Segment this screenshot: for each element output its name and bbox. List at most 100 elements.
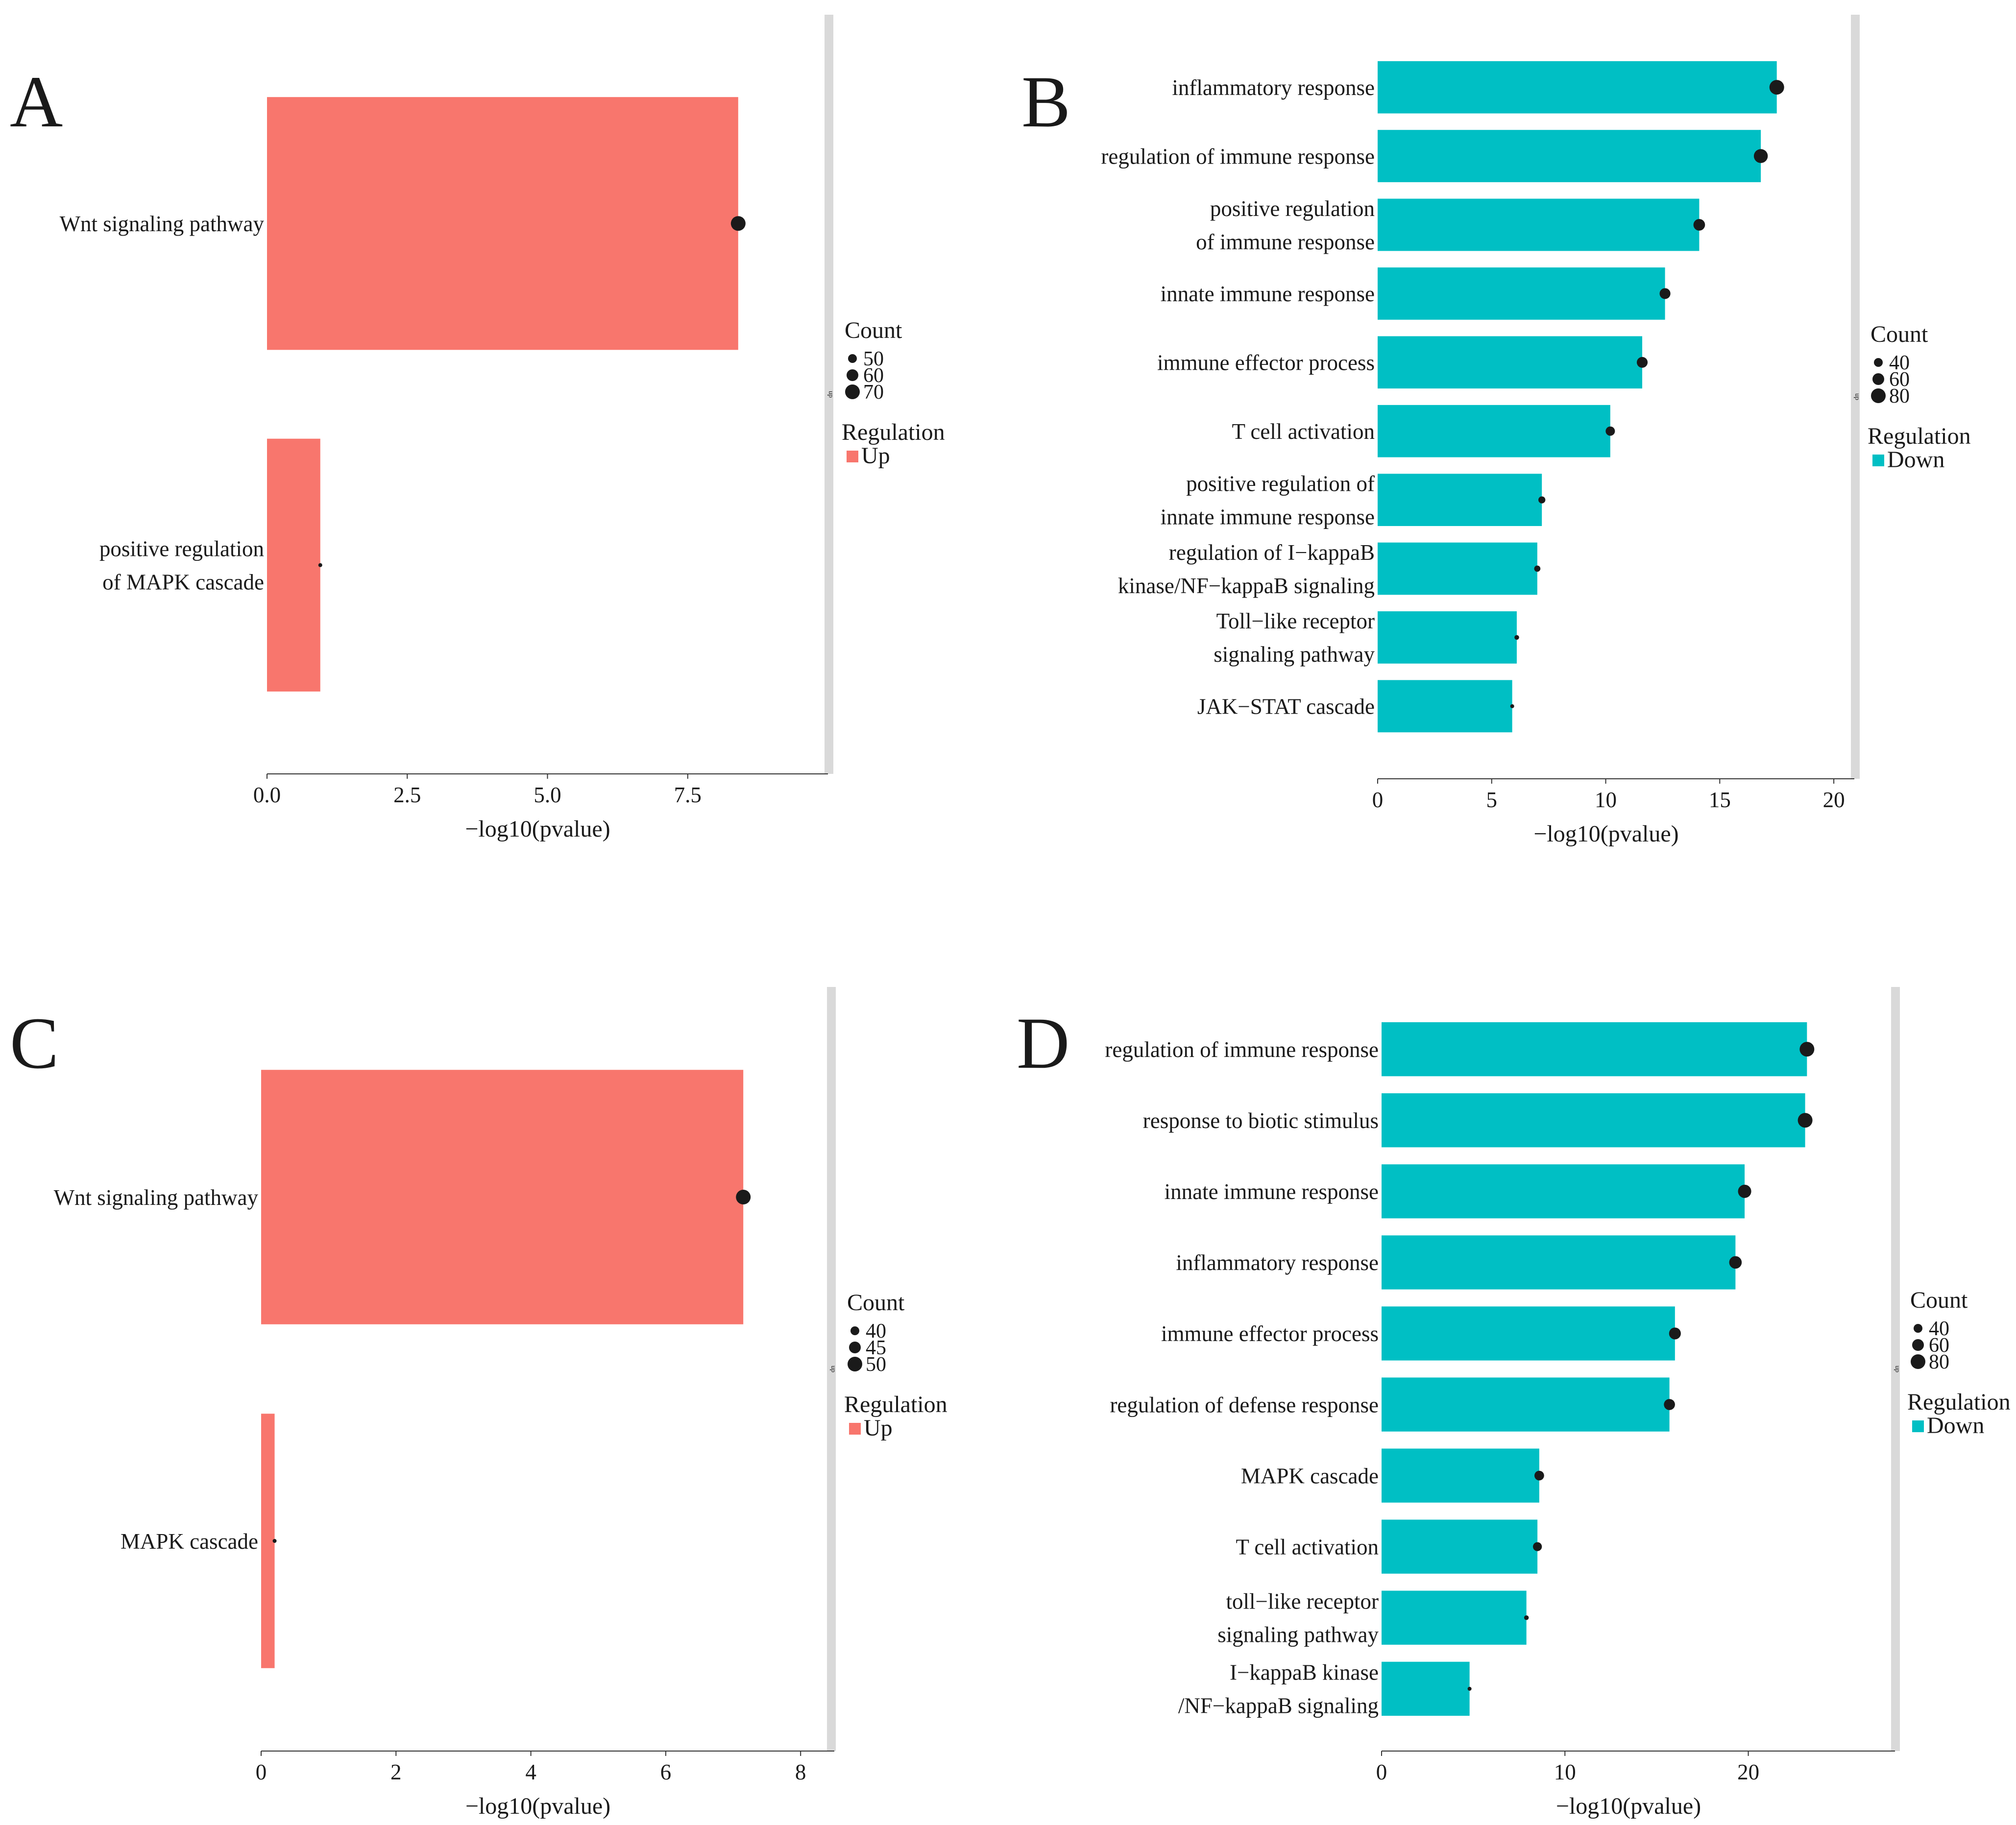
category-label-9-line-2: signaling pathway (1217, 1623, 1379, 1647)
x-tick-label-1: 0 (1376, 1760, 1387, 1784)
legend-regulation-swatch (847, 451, 858, 462)
category-label-2-line-1: positive regulation (99, 537, 264, 561)
bar-8 (1382, 1519, 1538, 1574)
legend-count-label-1: 50 (863, 348, 884, 370)
panel-letter-a: A (10, 61, 63, 143)
category-label-10-line-2: /NF−kappaB signaling (1178, 1694, 1379, 1718)
bar-6 (1382, 1377, 1670, 1432)
bar-10 (1378, 680, 1512, 733)
bar-1 (1378, 61, 1777, 114)
x-tick-label-2: 5 (1486, 788, 1498, 812)
category-label-1: Wnt signaling pathway (54, 1185, 259, 1210)
count-dot-3 (1693, 219, 1705, 231)
legend-regulation-swatch (849, 1423, 861, 1435)
x-tick-label-4: 15 (1709, 788, 1731, 812)
legend-regulation-title: Regulation (1868, 423, 1971, 449)
category-label-3-line-2: of immune response (1196, 230, 1375, 254)
legend-count-dot-2 (1912, 1339, 1924, 1351)
bar-3 (1382, 1164, 1745, 1219)
x-tick-label-3: 10 (1595, 788, 1617, 812)
count-dot-7 (1534, 1470, 1544, 1481)
count-dot-1 (1799, 1042, 1815, 1057)
legend-count-dot-3 (1911, 1354, 1925, 1369)
bar-5 (1382, 1306, 1675, 1361)
bar-7 (1382, 1448, 1539, 1503)
category-label-1: Wnt signaling pathway (60, 212, 265, 236)
legend-count-label-1: 40 (1929, 1318, 1949, 1340)
bar-8 (1378, 542, 1537, 595)
bar-3 (1378, 198, 1700, 251)
category-label-5: immune effector process (1161, 1321, 1379, 1346)
category-label-5: immune effector process (1157, 351, 1375, 375)
legend-count-dot-2 (847, 369, 858, 381)
legend-regulation-title: Regulation (842, 419, 945, 445)
x-axis-title: −log10(pvalue) (1556, 1793, 1701, 1819)
facet-strip-label: up (827, 391, 834, 398)
legend-count-label-3: 70 (863, 381, 884, 404)
category-label-3: innate immune response (1165, 1179, 1379, 1204)
facet-strip-label: up (829, 1366, 837, 1372)
category-label-3-line-1: positive regulation (1210, 196, 1375, 221)
legend-count-dot-1 (1874, 358, 1883, 367)
bar-1 (1382, 1022, 1807, 1077)
legend-count-dot-3 (1871, 388, 1886, 403)
legend-count-label-2: 60 (1929, 1334, 1949, 1357)
count-dot-5 (1636, 357, 1648, 368)
category-label-2: response to biotic stimulus (1143, 1108, 1379, 1133)
category-label-2: regulation of immune response (1101, 144, 1375, 168)
legend-regulation-swatch (1912, 1420, 1924, 1432)
x-tick-label-1: 0 (256, 1760, 267, 1784)
bar-10 (1382, 1661, 1470, 1716)
bar-4 (1378, 267, 1665, 320)
count-dot-2 (272, 1539, 277, 1543)
x-tick-label-2: 10 (1554, 1760, 1576, 1784)
category-label-8-line-2: kinase/NF−kappaB signaling (1118, 574, 1375, 598)
legend-regulation-label: Up (861, 443, 890, 469)
legend-regulation-label: Down (1887, 447, 1944, 473)
count-dot-6 (1664, 1399, 1675, 1410)
legend-count-title: Count (847, 1290, 905, 1316)
x-tick-label-4: 6 (660, 1760, 672, 1784)
category-label-8: T cell activation (1236, 1535, 1379, 1559)
x-axis-title: −log10(pvalue) (465, 1793, 610, 1819)
count-dot-6 (1605, 426, 1615, 436)
count-dot-1 (1769, 80, 1784, 95)
facet-strip (825, 15, 833, 774)
count-dot-7 (1538, 496, 1546, 504)
legend-count-label-2: 60 (863, 364, 884, 387)
count-dot-9 (1524, 1615, 1529, 1620)
bar-5 (1378, 336, 1643, 389)
bar-1 (261, 1070, 744, 1324)
bar-2 (1382, 1093, 1805, 1148)
count-dot-5 (1669, 1327, 1681, 1340)
legend-regulation-swatch (1872, 455, 1884, 466)
legend-count-label-3: 50 (866, 1353, 886, 1376)
x-tick-label-3: 20 (1737, 1760, 1759, 1784)
count-dot-8 (1534, 565, 1541, 572)
panel-letter-d: D (1017, 1003, 1069, 1084)
category-label-1: inflammatory response (1172, 75, 1375, 100)
bar-9 (1382, 1590, 1527, 1645)
legend-regulation-title: Regulation (1907, 1389, 2011, 1415)
x-tick-label-1: 0 (1372, 788, 1384, 812)
category-label-9-line-2: signaling pathway (1214, 642, 1375, 667)
bar-2 (267, 438, 320, 692)
panel-d: up regulation of immune response response … (1105, 987, 2011, 1819)
bar-1 (267, 97, 738, 350)
legend-count-title: Count (845, 317, 902, 343)
legend-count-title: Count (1910, 1287, 1968, 1313)
legend-count-dot-1 (848, 354, 857, 363)
category-label-4: inflammatory response (1176, 1250, 1379, 1275)
bar-9 (1378, 611, 1517, 664)
count-dot-10 (1467, 1686, 1472, 1691)
category-label-10: JAK−STAT cascade (1197, 695, 1375, 719)
x-tick-label-5: 20 (1823, 788, 1845, 812)
panel-c: up Wnt signaling pathway MAPK cascade 0 2 4 6 8… (54, 987, 947, 1819)
facet-strip (1851, 15, 1860, 779)
bar-2 (261, 1414, 275, 1668)
category-label-4: innate immune response (1161, 282, 1375, 306)
category-label-9-line-1: toll−like receptor (1226, 1589, 1379, 1614)
facet-strip-label: up (1894, 1366, 1901, 1372)
panel-a: up Wnt signaling pathway positive regulati… (60, 15, 945, 842)
x-tick-label-5: 8 (795, 1760, 806, 1784)
